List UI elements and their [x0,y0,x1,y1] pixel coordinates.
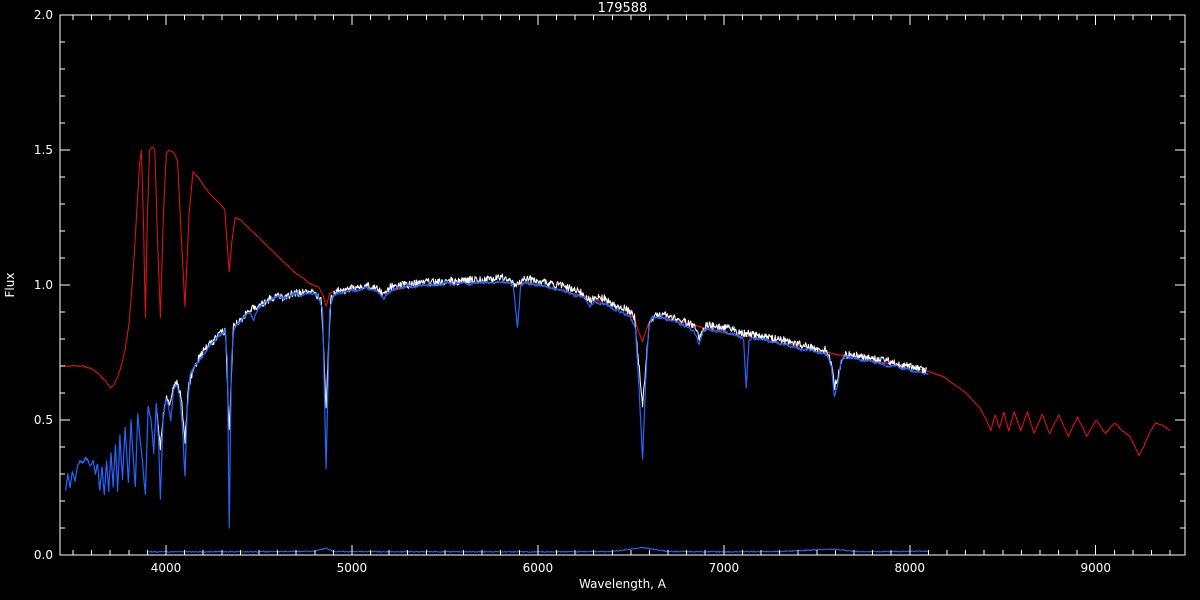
y-tick-label: 2.0 [34,8,53,22]
y-tick-label: 1.0 [34,278,53,292]
series-fitted-spectrum [65,280,929,529]
x-tick-label: 4000 [151,561,182,575]
series-observed-spectrum [155,273,927,451]
chart-text: 179588 Wavelength, A Flux 4000 5000 6000 7000 8… [3,1,1111,591]
x-tick-label: 7000 [709,561,740,575]
x-tick-label: 8000 [895,561,926,575]
y-axis-label: Flux [3,273,17,298]
x-axis-label: Wavelength, A [579,577,667,591]
x-tick-label: 9000 [1080,561,1111,575]
axes [59,14,1186,556]
x-tick-label: 5000 [337,561,368,575]
x-tick-label: 6000 [523,561,554,575]
chart-title: 179588 [598,1,648,16]
y-tick-label: 1.5 [34,143,53,157]
y-tick-label: 0.5 [34,413,53,427]
y-tick-label: 0.0 [34,548,53,562]
series-group [63,146,1171,553]
